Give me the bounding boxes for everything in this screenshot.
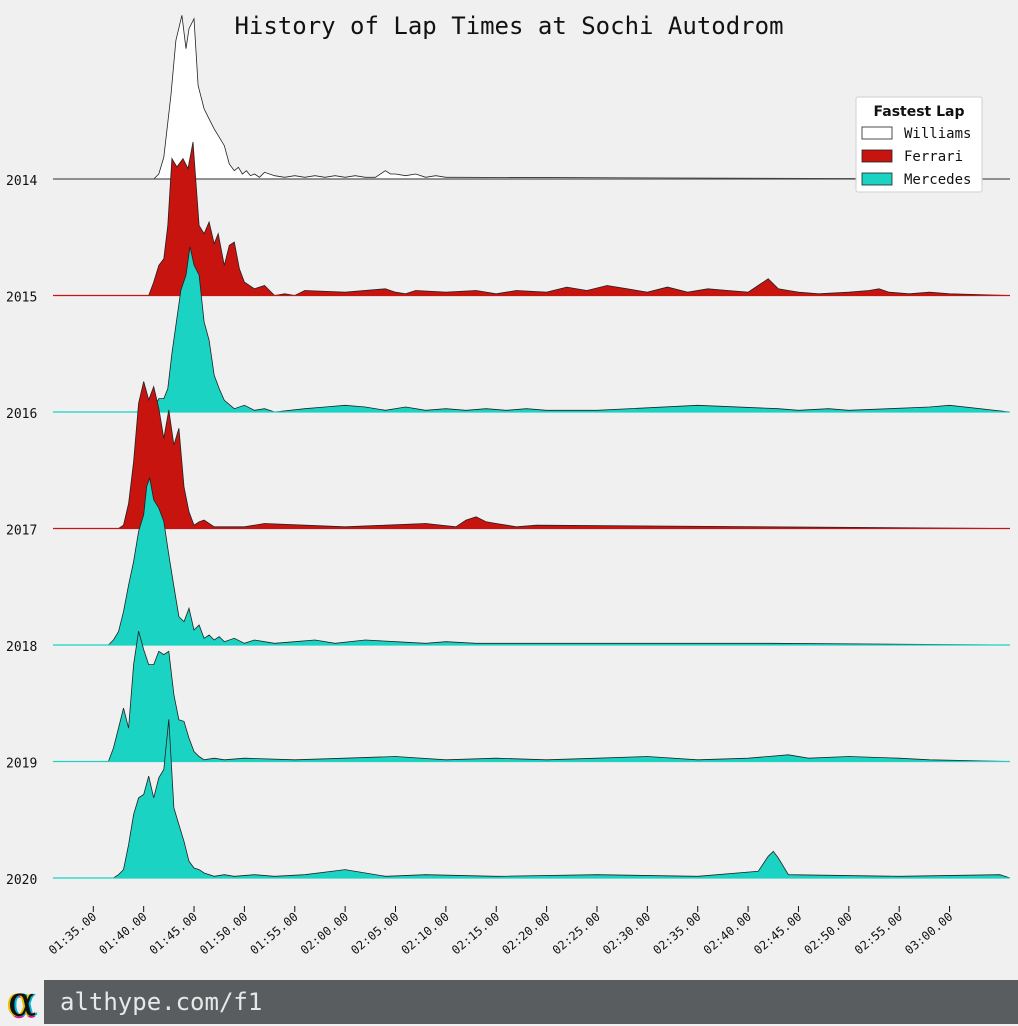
x-tick-label: 02:05.00 [348,910,401,958]
ridge-2014: 2014 [6,15,1011,189]
legend-label-mercedes: Mercedes [904,172,971,188]
x-tick-label: 02:50.00 [801,910,854,958]
ridge-2016: 2016 [6,246,1011,422]
ridgeline-chart: History of Lap Times at Sochi Autodrom 2… [6,12,1011,958]
legend: Fastest Lap Williams Ferrari Mercedes [855,96,983,193]
alpha-logo-icon: α [7,977,37,1026]
ridge-2015: 2015 [6,141,1011,306]
year-label-2018: 2018 [6,640,37,655]
legend-label-ferrari: Ferrari [904,149,963,165]
legend-swatch-mercedes [861,172,893,186]
year-label-2019: 2019 [6,757,37,772]
year-label-2015: 2015 [6,291,37,306]
legend-label-williams: Williams [904,126,971,142]
year-label-2016: 2016 [6,407,37,422]
ridge-2018: 2018 [6,476,1011,655]
x-tick-label: 02:55.00 [852,910,905,958]
ridge-area-2020 [53,719,1010,878]
ridge-2019: 2019 [6,631,1011,772]
footer-url[interactable]: althype.com/f1 [60,988,263,1016]
ridge-2020: 2020 [6,719,1011,888]
year-label-2014: 2014 [6,174,37,189]
x-tick-label: 02:35.00 [650,910,703,958]
legend-box [855,96,983,193]
logo: α [0,980,44,1024]
legend-swatch-williams [861,126,893,140]
ridge-outline-2014 [53,15,1011,180]
ridge-outline-2015 [53,141,1011,296]
ridge-area-2019 [53,631,1010,762]
x-tick-label: 01:45.00 [147,910,200,958]
legend-swatch-ferrari [861,149,893,163]
x-tick-label: 03:00.00 [902,910,955,958]
legend-title: Fastest Lap [874,104,965,120]
x-tick-label: 02:45.00 [751,910,804,958]
ridge-outline-2018 [53,476,1011,646]
x-axis: 01:35.0001:40.0001:45.0001:50.0001:55.00… [46,906,955,958]
ridge-outline-2019 [53,631,1011,762]
x-tick-label: 02:25.00 [550,910,603,958]
footer-bar: α althype.com/f1 [0,980,1018,1024]
ridge-area-2018 [53,478,1010,645]
x-tick-label: 02:20.00 [499,910,552,958]
x-tick-label: 02:10.00 [399,910,452,958]
x-tick-label: 01:50.00 [197,910,250,958]
x-tick-label: 02:30.00 [600,910,653,958]
x-tick-label: 02:40.00 [701,910,754,958]
chart-title: History of Lap Times at Sochi Autodrom [234,12,783,40]
ridge-outline-2017 [53,381,1011,529]
year-label-2017: 2017 [6,524,37,539]
ridge-area-2016 [53,246,1010,412]
year-label-2020: 2020 [6,873,37,888]
x-tick-label: 02:00.00 [298,910,351,958]
ridges: 2014 2015 2016 2017 2018 2019 2020 [6,15,1011,888]
ridge-outline-2016 [53,246,1011,413]
x-tick-label: 01:40.00 [96,910,149,958]
x-tick-label: 01:55.00 [247,910,300,958]
ridge-outline-2020 [53,719,1011,879]
x-tick-label: 01:35.00 [46,910,99,958]
x-tick-label: 02:15.00 [449,910,502,958]
